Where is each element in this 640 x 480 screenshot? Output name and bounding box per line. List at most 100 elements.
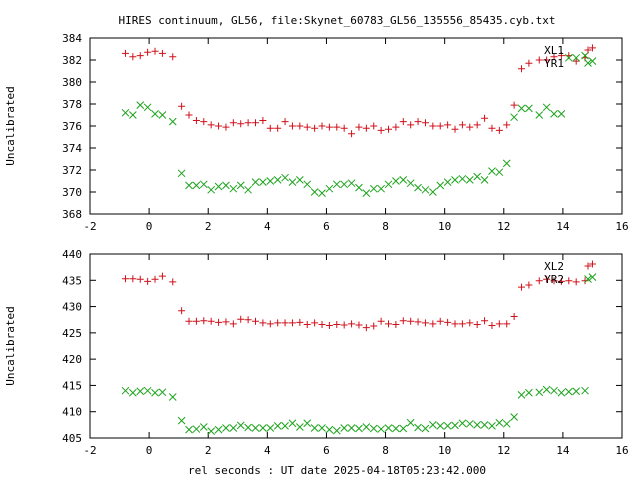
data-point-xl1 [178,102,186,110]
data-point-yr2 [207,427,216,436]
data-point-xl1 [281,118,289,126]
data-point-yr2 [588,273,597,281]
data-point-yr2 [185,425,193,434]
data-point-yr2 [347,424,356,432]
data-point-yr2 [465,419,474,428]
data-point-yr1 [399,176,408,184]
data-point-yr2 [251,424,260,432]
data-point-xl1 [481,114,489,122]
data-point-yr1 [392,177,400,185]
data-point-yr2 [273,422,282,430]
data-point-yr2 [480,421,489,429]
legend-label: XL2 [544,260,564,273]
data-point-yr2 [259,424,267,432]
legend-marker [584,46,592,54]
data-point-yr2 [581,386,589,395]
data-point-yr1 [502,159,511,168]
data-point-xl1 [436,122,444,130]
data-point-yr1 [207,185,216,194]
data-point-yr2 [495,418,504,427]
data-point-xl2 [178,307,186,315]
x-tick-label: 4 [264,220,271,233]
x-tick-label: -2 [83,444,96,457]
x-tick-label: 12 [497,220,510,233]
data-point-xl2 [318,320,326,328]
data-point-yr1 [121,108,130,117]
lower-plot-panel: -2 0 2 4 6 8 10 12 14 16 405 410 415 420 425 430 435 440 U… [4,248,629,457]
data-point-yr1 [222,181,230,190]
data-point-xl2 [581,277,589,285]
data-point-xl2 [481,317,489,325]
data-point-xl2 [136,275,144,283]
data-point-xl1 [229,119,237,127]
data-point-yr2 [428,421,437,429]
data-point-yr2 [510,413,518,421]
data-point-yr1 [185,181,193,190]
data-point-yr1 [266,177,275,185]
data-point-yr2 [236,421,245,430]
data-point-yr1 [488,167,496,175]
data-point-yr2 [129,388,137,397]
data-point-yr1 [229,184,238,193]
data-point-yr1 [428,188,437,196]
data-point-xl1 [503,121,511,129]
data-point-yr2 [325,425,334,434]
data-point-xl1 [535,56,543,64]
data-point-xl2 [550,277,558,285]
data-point-xl1 [311,124,319,132]
data-point-yr2 [421,424,430,433]
data-point-yr2 [332,426,341,435]
data-point-xl2 [444,318,452,326]
data-point-xl1 [200,118,208,126]
data-point-yr2 [451,421,459,430]
data-point-yr1 [295,176,304,184]
y-tick-label: 440 [62,248,82,261]
data-point-xl2 [185,317,193,325]
data-point-xl2 [362,324,370,332]
data-point-xl1 [325,123,333,131]
data-point-yr2 [288,419,297,428]
data-point-xl1 [495,126,503,134]
x-tick-label: 2 [205,444,212,457]
data-point-xl2 [325,321,333,329]
data-point-xl1 [222,123,230,131]
data-point-yr2 [295,423,304,431]
x-tick-label: 14 [556,220,570,233]
y-tick-label: 435 [62,274,82,287]
data-point-yr1 [406,179,415,188]
x-tick-label: 14 [556,444,570,457]
data-point-xl1 [510,101,518,109]
x-tick-label: 4 [264,444,271,457]
data-point-xl1 [377,126,385,134]
x-tick-label: 10 [438,220,451,233]
data-point-xl2 [121,275,129,283]
data-point-yr2 [399,424,408,433]
data-point-xl1 [392,123,400,131]
data-point-yr2 [143,386,152,395]
data-point-xl1 [288,122,296,130]
data-point-xl2 [535,277,543,285]
y-axis-label: Uncalibrated [4,306,17,385]
data-point-xl2 [215,318,223,326]
data-point-yr1 [436,181,445,190]
y-tick-label: 372 [62,164,82,177]
data-point-yr2 [266,424,275,432]
data-point-yr2 [473,421,482,429]
data-point-xl1 [266,124,274,132]
data-point-xl1 [550,53,558,61]
data-point-xl1 [451,125,459,133]
data-point-yr2 [392,424,400,433]
data-point-xl1 [129,53,137,61]
data-point-yr1 [473,172,482,181]
y-tick-label: 405 [62,432,82,445]
data-point-xl2 [259,319,267,327]
data-point-xl1 [192,117,200,124]
data-point-yr2 [384,424,393,432]
data-point-xl2 [144,277,152,285]
data-point-yr2 [488,422,496,430]
data-point-yr2 [550,386,558,395]
data-point-xl1 [348,130,356,138]
data-point-yr1 [421,185,430,194]
data-point-xl2 [488,321,496,329]
data-point-yr1 [550,110,558,118]
